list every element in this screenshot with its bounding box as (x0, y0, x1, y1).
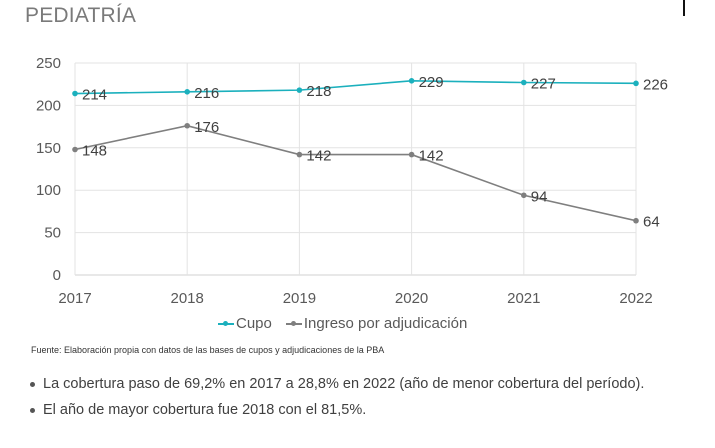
legend-label-ingreso: Ingreso por adjudicación (303, 315, 468, 332)
y-tick-label: 250 (36, 55, 61, 72)
data-point (72, 90, 78, 97)
legend-item-cupo: Cupo (218, 315, 272, 332)
data-labels: 214 216 218 229 227 226 148 176 142 142 94 64 (82, 74, 668, 231)
bullet-text: El año de mayor cobertura fue 2018 con e… (43, 402, 367, 418)
y-tick-label: 150 (36, 140, 61, 157)
legend: Cupo Ingreso por adjudicación (218, 315, 467, 332)
bullet-icon (30, 381, 35, 387)
text-cursor (683, 0, 685, 16)
data-label: 94 (531, 188, 548, 205)
data-point (296, 151, 303, 158)
bullet-list: La cobertura paso de 69,2% en 2017 a 28,… (30, 374, 644, 426)
data-label: 176 (194, 119, 219, 136)
data-label: 227 (531, 76, 556, 93)
bullet-item: La cobertura paso de 69,2% en 2017 a 28,… (30, 374, 644, 394)
data-label: 142 (306, 148, 331, 165)
y-axis-ticks: 0 50 100 150 200 250 (36, 55, 61, 284)
data-label: 214 (82, 87, 107, 104)
series-line-1 (74, 124, 637, 222)
data-label: 226 (643, 76, 668, 93)
x-tick-label: 2021 (507, 290, 540, 305)
legend-label-cupo: Cupo (236, 315, 272, 332)
legend-swatch-ingreso (285, 319, 302, 329)
series-line-0 (74, 80, 637, 95)
legend-swatch-cupo (218, 319, 234, 329)
data-point (633, 217, 639, 224)
page-title: PEDIATRÍA (25, 4, 137, 27)
x-tick-label: 2018 (171, 290, 204, 305)
data-label: 229 (419, 74, 444, 91)
source-note: Fuente: Elaboración propia con datos de … (31, 345, 385, 355)
data-label: 64 (643, 214, 660, 231)
data-point (633, 80, 639, 87)
data-point (184, 122, 190, 129)
y-tick-label: 50 (44, 225, 61, 242)
data-point (521, 79, 527, 86)
data-point (408, 78, 415, 84)
data-point (72, 146, 78, 153)
data-point (408, 151, 415, 158)
bullet-item: El año de mayor cobertura fue 2018 con e… (30, 400, 644, 420)
x-tick-label: 2017 (58, 290, 91, 305)
x-tick-label: 2020 (395, 290, 428, 305)
series-group (72, 78, 639, 224)
bullet-icon (30, 407, 35, 413)
y-tick-label: 200 (36, 97, 61, 114)
y-tick-label: 100 (36, 182, 61, 199)
x-tick-label: 2019 (283, 290, 316, 305)
legend-item-ingreso: Ingreso por adjudicación (285, 315, 468, 332)
data-point (521, 192, 527, 199)
data-label: 142 (419, 148, 444, 165)
data-point (296, 87, 303, 93)
data-point (184, 89, 190, 95)
bullet-text: La cobertura paso de 69,2% en 2017 a 28,… (43, 376, 645, 392)
x-tick-label: 2022 (619, 290, 652, 305)
x-axis-ticks: 2017 2018 2019 2020 2021 2022 (58, 290, 652, 305)
grid (74, 62, 637, 276)
data-label: 216 (194, 85, 219, 102)
y-tick-label: 0 (53, 267, 61, 284)
line-chart: 0 50 100 150 200 250 2017 2018 2019 2020 2021 2022… (36, 55, 668, 305)
data-label: 148 (82, 142, 107, 159)
data-label: 218 (306, 83, 331, 100)
